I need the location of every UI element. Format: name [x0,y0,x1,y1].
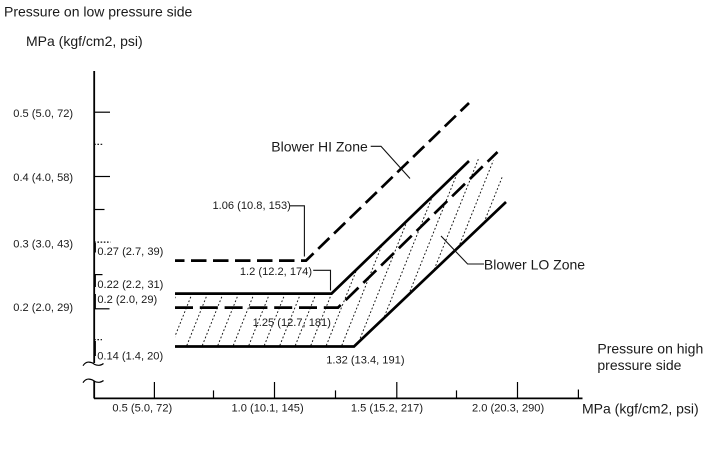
svg-text:Blower HI Zone: Blower HI Zone [271,138,368,154]
svg-text:1.06 (10.8, 153): 1.06 (10.8, 153) [213,200,291,212]
svg-text:MPa (kgf/cm2, psi): MPa (kgf/cm2, psi) [26,33,143,49]
svg-text:1.25 (12.7, 181): 1.25 (12.7, 181) [253,317,331,329]
svg-text:Pressure on low pressure side: Pressure on low pressure side [4,3,193,19]
svg-text:pressure side: pressure side [597,357,681,373]
svg-text:0.3 (3.0, 43): 0.3 (3.0, 43) [13,239,73,251]
svg-text:0.4 (4.0, 58): 0.4 (4.0, 58) [13,172,73,184]
svg-text:Blower LO Zone: Blower LO Zone [484,256,585,272]
svg-text:0.27 (2.7, 39): 0.27 (2.7, 39) [97,246,163,258]
svg-text:2.0 (20.3, 290): 2.0 (20.3, 290) [472,402,544,414]
svg-text:1.5 (15.2, 217): 1.5 (15.2, 217) [351,402,423,414]
svg-text:0.22 (2.2, 31): 0.22 (2.2, 31) [97,279,163,291]
svg-text:Pressure on high: Pressure on high [597,341,703,357]
svg-text:0.14 (1.4, 20): 0.14 (1.4, 20) [97,351,163,363]
svg-text:0.2 (2.0, 29): 0.2 (2.0, 29) [97,294,157,306]
svg-text:MPa (kgf/cm2, psi): MPa (kgf/cm2, psi) [582,401,699,417]
svg-text:1.2 (12.2, 174): 1.2 (12.2, 174) [240,266,312,278]
svg-text:1.32 (13.4, 191): 1.32 (13.4, 191) [326,355,404,367]
svg-text:0.5 (5.0, 72): 0.5 (5.0, 72) [13,108,73,120]
svg-text:0.5 (5.0, 72): 0.5 (5.0, 72) [112,402,172,414]
svg-text:0.2 (2.0, 29): 0.2 (2.0, 29) [13,302,73,314]
svg-text:1.0 (10.1, 145): 1.0 (10.1, 145) [232,402,304,414]
